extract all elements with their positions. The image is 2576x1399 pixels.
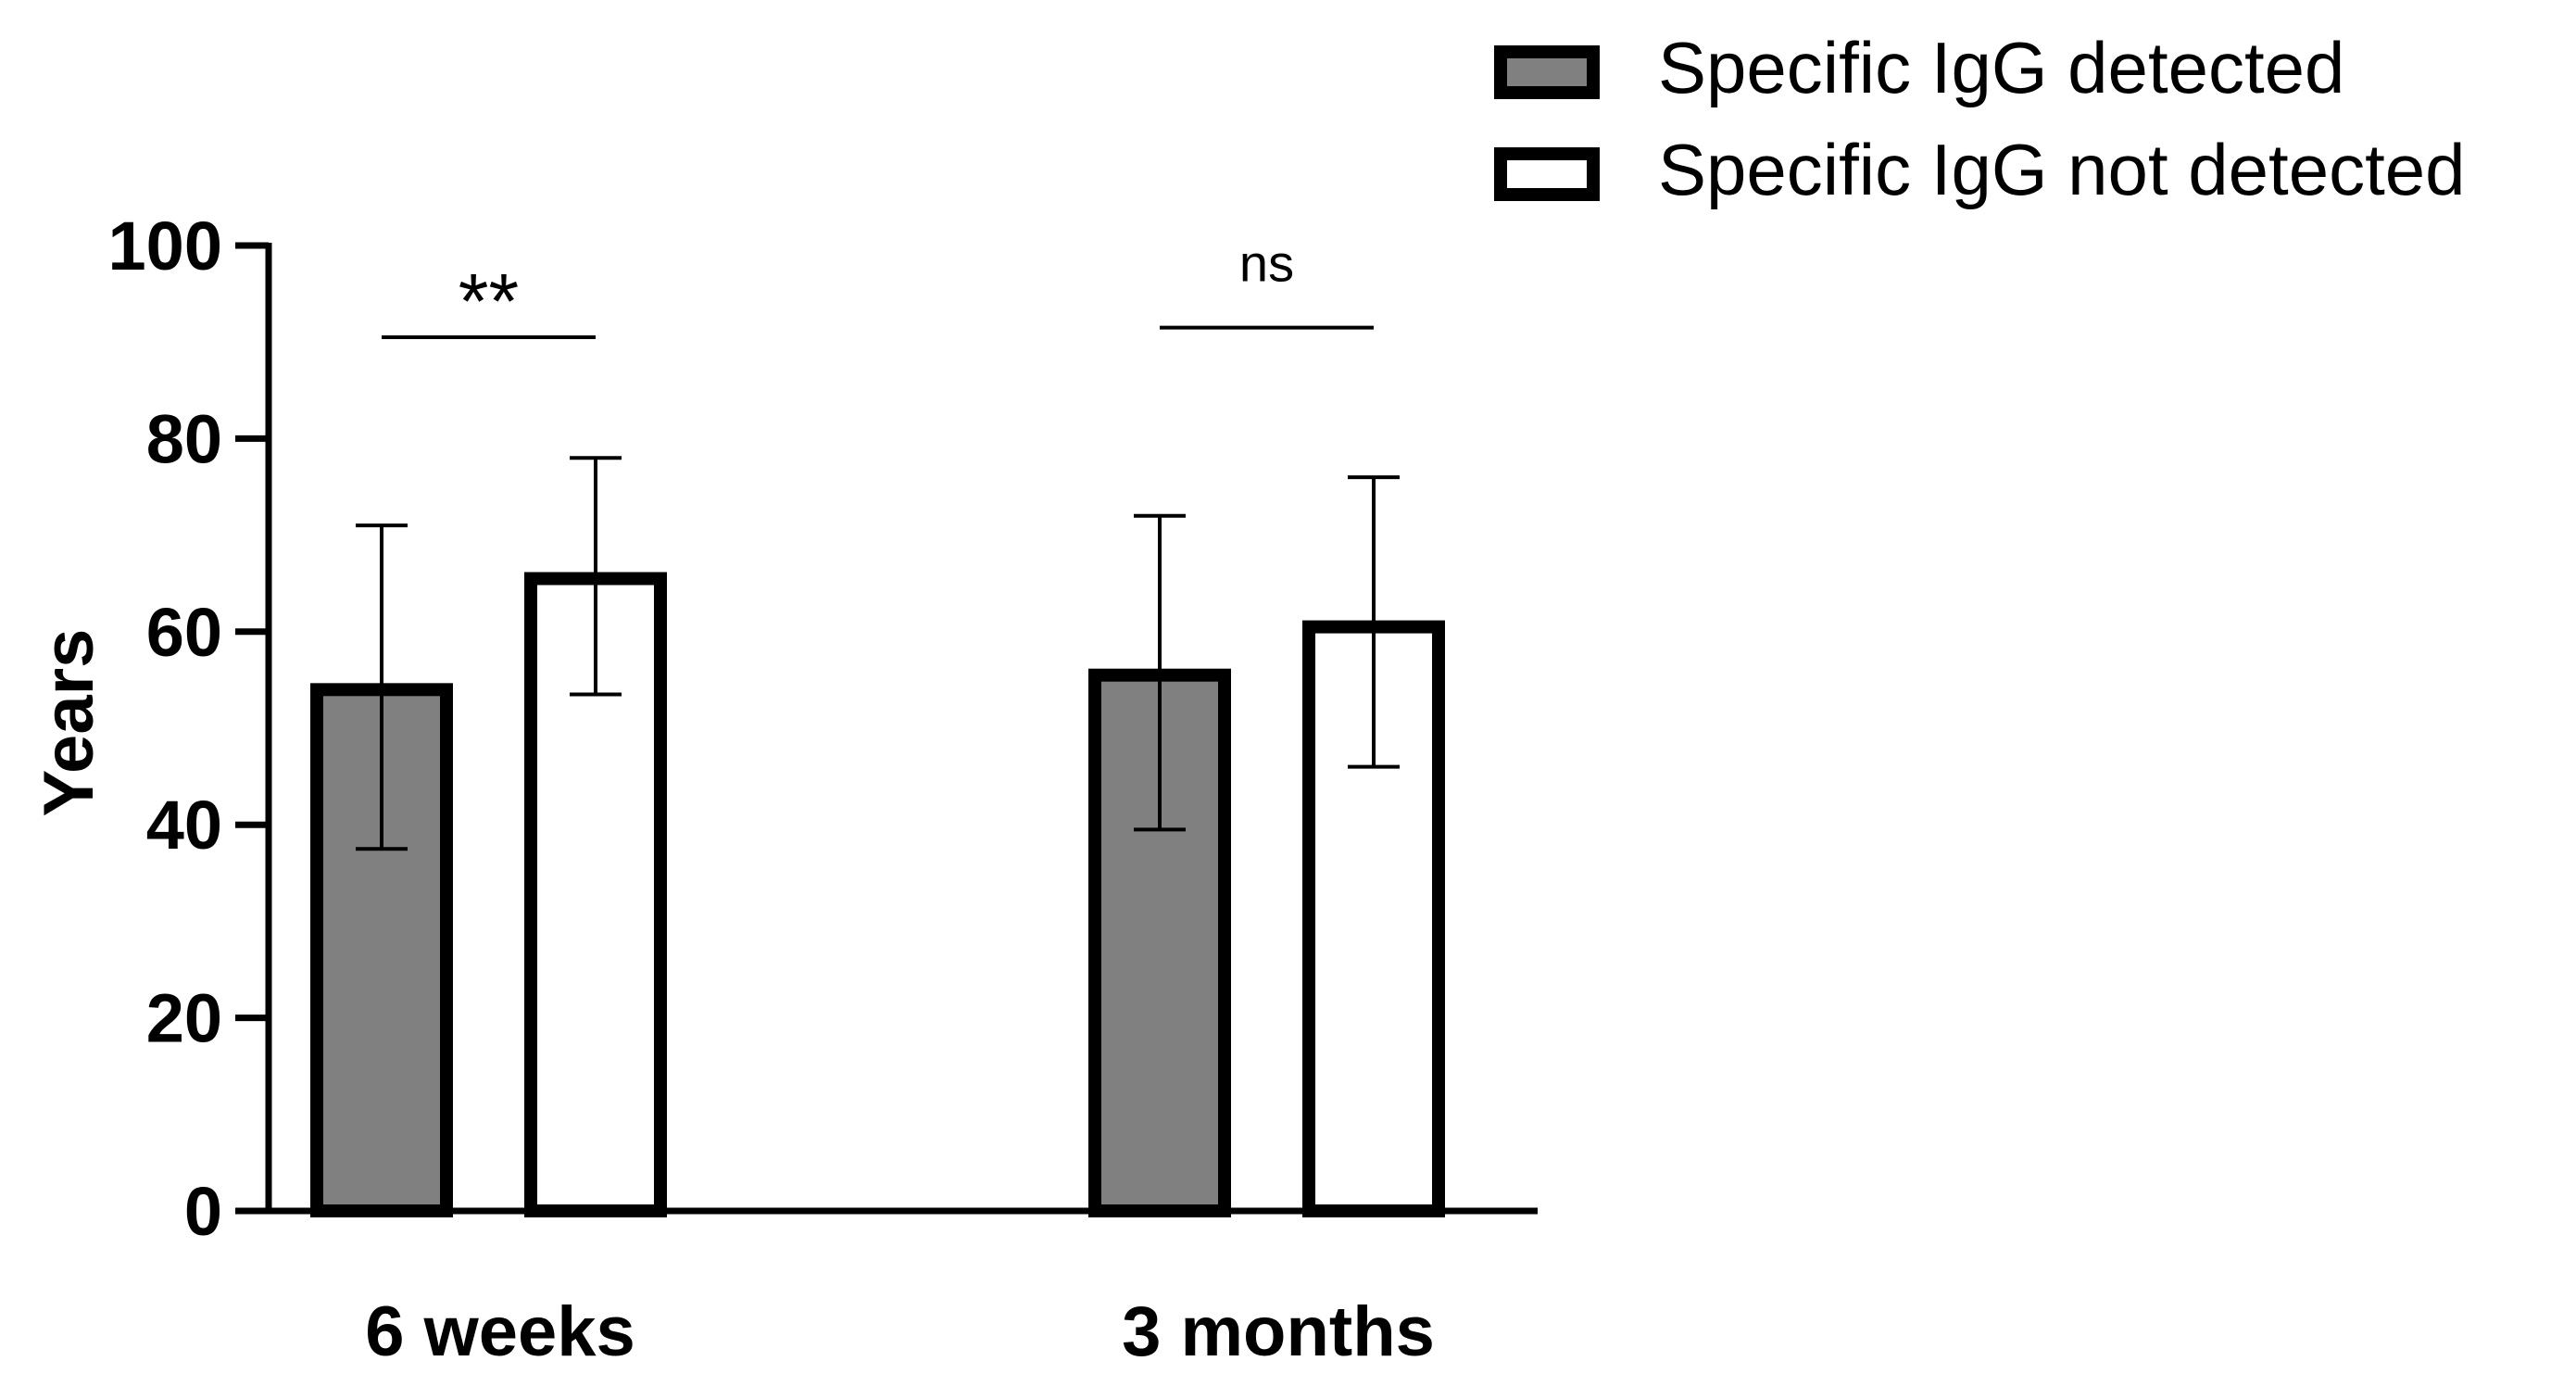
y-tick-label-20: 20 [146,980,222,1057]
y-tick-label-100: 100 [108,208,222,284]
legend-label-not-detected: Specific IgG not detected [1658,129,2466,210]
significance-label-6-weeks: ** [459,258,519,345]
y-tick-label-0: 0 [184,1173,222,1250]
x-category-label-6-weeks: 6 weeks [365,1292,635,1371]
significance-label-3-months: ns [1239,234,1294,293]
legend-swatch-detected [1494,45,1600,99]
y-tick-label-80: 80 [146,400,222,477]
y-tick-label-40: 40 [146,787,222,863]
y-axis-label: Years [30,629,108,817]
y-tick-label-60: 60 [146,594,222,671]
plot-area: 0 20 40 60 80 100 6 weeks 3 months ** ns [108,208,1538,1371]
legend: Specific IgG detected Specific IgG not d… [1494,27,2466,210]
legend-swatch-not-detected [1494,147,1600,201]
legend-label-detected: Specific IgG detected [1658,27,2344,108]
x-category-label-3-months: 3 months [1122,1292,1435,1371]
